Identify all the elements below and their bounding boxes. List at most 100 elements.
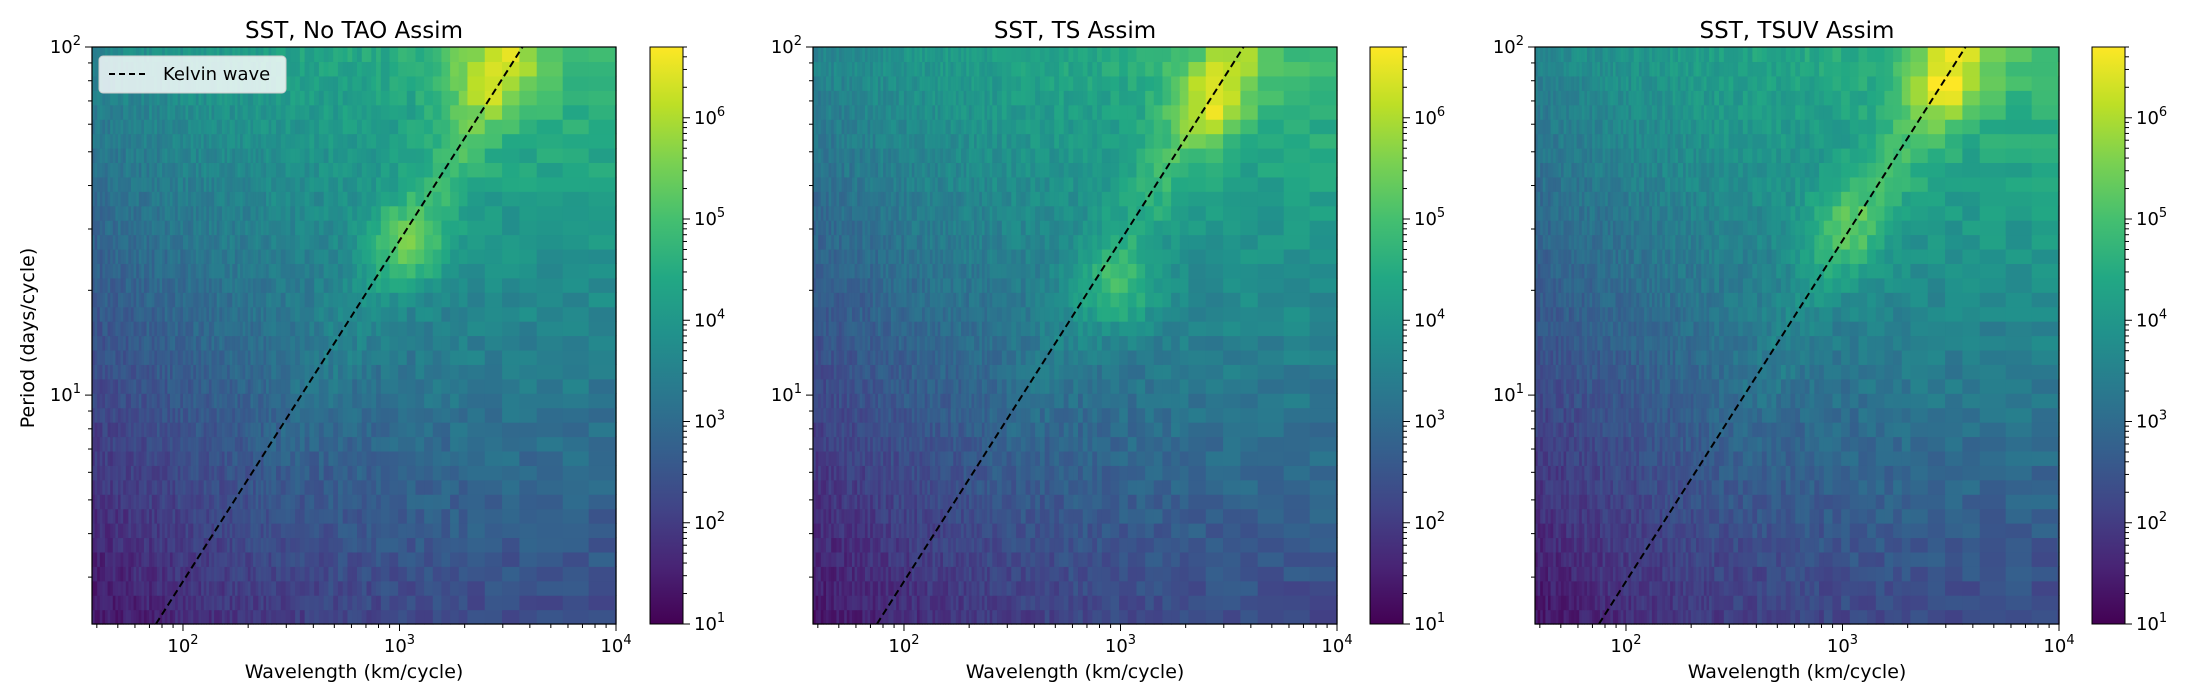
- heatmap-cell: [107, 436, 111, 452]
- heatmap-cell: [167, 378, 171, 394]
- heatmap-cell: [94, 147, 98, 163]
- heatmap-cell: [234, 220, 239, 236]
- heatmap-cell: [309, 523, 315, 539]
- heatmap-cell: [366, 422, 372, 438]
- heatmap-cell: [263, 479, 267, 495]
- heatmap-cell: [177, 306, 181, 322]
- heatmap-cell: [253, 523, 257, 539]
- heatmap-cell: [432, 349, 443, 365]
- heatmap-cell: [981, 609, 986, 625]
- heatmap-cell: [271, 479, 277, 495]
- heatmap-cell: [97, 580, 101, 596]
- heatmap-cell: [266, 176, 270, 192]
- heatmap-cell: [221, 407, 226, 423]
- heatmap-cell: [398, 205, 408, 221]
- heatmap-cell: [224, 508, 228, 524]
- heatmap-cell: [164, 90, 168, 106]
- heatmap-cell: [188, 292, 192, 308]
- heatmap-cell: [361, 393, 368, 409]
- heatmap-cell: [240, 349, 244, 365]
- heatmap-cell: [221, 162, 226, 178]
- heatmap-cell: [536, 422, 564, 438]
- heatmap-cell: [1001, 609, 1008, 625]
- heatmap-cell: [371, 393, 377, 409]
- heatmap-cell: [208, 393, 213, 409]
- heatmap-cell: [112, 162, 116, 178]
- heatmap-cell: [942, 566, 947, 582]
- heatmap-cell: [318, 306, 325, 322]
- heatmap-cell: [271, 191, 277, 207]
- heatmap-cell: [1039, 580, 1046, 596]
- heatmap-cell: [883, 580, 887, 596]
- heatmap-cell: [234, 580, 239, 596]
- heatmap-cell: [299, 191, 306, 207]
- heatmap-cell: [190, 407, 194, 423]
- heatmap-cell: [97, 523, 101, 539]
- heatmap-cell: [120, 47, 124, 63]
- heatmap-cell: [357, 508, 363, 524]
- heatmap-cell: [314, 248, 320, 264]
- heatmap-cell: [180, 479, 184, 495]
- heatmap-cell: [146, 393, 150, 409]
- heatmap-cell: [167, 90, 171, 106]
- heatmap-cell: [415, 465, 425, 481]
- heatmap-cell: [906, 551, 910, 567]
- heatmap-cell: [502, 147, 520, 163]
- heatmap-cell: [169, 90, 174, 106]
- heatmap-cell: [361, 75, 368, 91]
- heatmap-cell: [911, 580, 915, 596]
- heatmap-cell: [190, 566, 194, 582]
- heatmap-cell: [182, 321, 187, 337]
- heatmap-cell: [328, 176, 334, 192]
- heatmap-cell: [232, 133, 236, 149]
- heatmap-cell: [154, 104, 158, 120]
- heatmap-cell: [141, 205, 145, 221]
- heatmap-cell: [450, 393, 460, 409]
- heatmap-cell: [258, 566, 262, 582]
- heatmap-cell: [290, 378, 296, 394]
- heatmap-cell: [376, 263, 382, 279]
- heatmap-cell: [280, 292, 287, 308]
- heatmap-cell: [102, 277, 106, 293]
- heatmap-cell: [588, 220, 616, 236]
- heatmap-cell: [216, 162, 220, 178]
- heatmap-cell: [862, 609, 866, 625]
- heatmap-cell: [99, 104, 103, 120]
- heatmap-cell: [968, 580, 973, 596]
- heatmap-cell: [909, 566, 913, 582]
- heatmap-cell: [94, 277, 98, 293]
- heatmap-cell: [958, 566, 962, 582]
- heatmap-cell: [467, 335, 486, 351]
- heatmap-cell: [172, 364, 176, 380]
- heatmap-cell: [237, 104, 241, 120]
- heatmap-cell: [234, 436, 239, 452]
- heatmap-cell: [371, 494, 377, 510]
- heatmap-cell: [371, 523, 377, 539]
- heatmap-cell: [208, 104, 213, 120]
- heatmap-cell: [314, 104, 320, 120]
- heatmap-cell: [519, 595, 538, 611]
- heatmap-cell: [268, 263, 272, 279]
- heatmap-cell: [146, 364, 150, 380]
- heatmap-cell: [133, 277, 137, 293]
- heatmap-cell: [229, 349, 233, 365]
- heatmap-cell: [240, 378, 244, 394]
- heatmap-cell: [519, 450, 538, 466]
- heatmap-cell: [263, 234, 267, 250]
- heatmap-cell: [224, 248, 228, 264]
- heatmap-cell: [1101, 595, 1112, 611]
- heatmap-cell: [441, 422, 451, 438]
- heatmap-cell: [102, 234, 106, 250]
- heatmap-cell: [260, 162, 265, 178]
- heatmap-cell: [268, 191, 272, 207]
- heatmap-cell: [214, 191, 218, 207]
- heatmap-cell: [180, 450, 184, 466]
- heatmap-cell: [175, 205, 179, 221]
- heatmap-cell: [92, 551, 96, 567]
- heatmap-cell: [989, 595, 993, 611]
- heatmap-cell: [467, 321, 486, 337]
- heatmap-cell: [123, 537, 127, 553]
- heatmap-cell: [366, 277, 372, 293]
- heatmap-cell: [146, 205, 150, 221]
- heatmap-cell: [250, 133, 254, 149]
